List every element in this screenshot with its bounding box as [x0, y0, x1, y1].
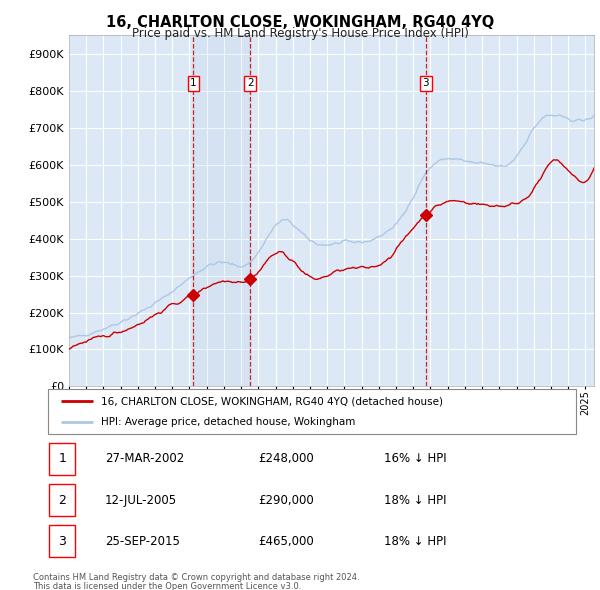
Text: This data is licensed under the Open Government Licence v3.0.: This data is licensed under the Open Gov… [33, 582, 301, 590]
Text: 1: 1 [190, 78, 197, 88]
FancyBboxPatch shape [49, 484, 76, 516]
FancyBboxPatch shape [49, 442, 76, 475]
Text: 27-MAR-2002: 27-MAR-2002 [105, 452, 184, 466]
Text: Contains HM Land Registry data © Crown copyright and database right 2024.: Contains HM Land Registry data © Crown c… [33, 573, 359, 582]
Text: 12-JUL-2005: 12-JUL-2005 [105, 493, 177, 507]
Text: 2: 2 [247, 78, 254, 88]
FancyBboxPatch shape [49, 525, 76, 558]
Text: 18% ↓ HPI: 18% ↓ HPI [384, 535, 446, 548]
Text: £248,000: £248,000 [258, 452, 314, 466]
Text: £465,000: £465,000 [258, 535, 314, 548]
Text: 2: 2 [58, 493, 67, 507]
Text: 18% ↓ HPI: 18% ↓ HPI [384, 493, 446, 507]
Text: 16, CHARLTON CLOSE, WOKINGHAM, RG40 4YQ (detached house): 16, CHARLTON CLOSE, WOKINGHAM, RG40 4YQ … [101, 396, 443, 407]
Text: HPI: Average price, detached house, Wokingham: HPI: Average price, detached house, Woki… [101, 417, 355, 427]
Text: 25-SEP-2015: 25-SEP-2015 [105, 535, 180, 548]
Text: 1: 1 [58, 452, 67, 466]
Text: 16, CHARLTON CLOSE, WOKINGHAM, RG40 4YQ: 16, CHARLTON CLOSE, WOKINGHAM, RG40 4YQ [106, 15, 494, 30]
Text: 3: 3 [422, 78, 429, 88]
Text: £290,000: £290,000 [258, 493, 314, 507]
FancyBboxPatch shape [48, 389, 576, 434]
Text: Price paid vs. HM Land Registry's House Price Index (HPI): Price paid vs. HM Land Registry's House … [131, 27, 469, 40]
Bar [193, 35, 250, 386]
Text: 16% ↓ HPI: 16% ↓ HPI [384, 452, 446, 466]
Text: 3: 3 [58, 535, 67, 548]
